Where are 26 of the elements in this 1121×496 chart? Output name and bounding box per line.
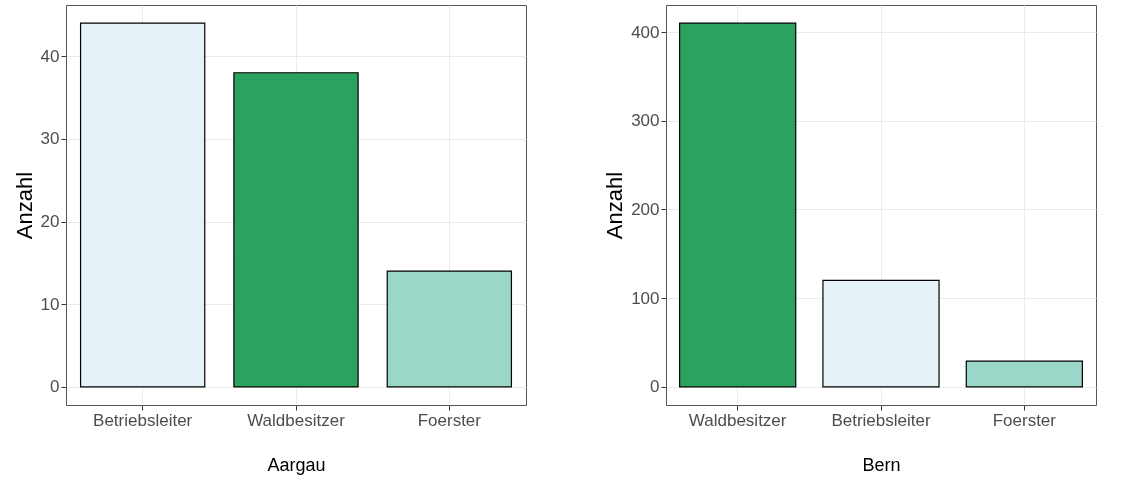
- y-tick-label: 200: [631, 199, 660, 219]
- bar: [965, 360, 1083, 388]
- x-tick-label: Waldbesitzer: [247, 410, 346, 430]
- y-tick-label: 100: [631, 288, 660, 308]
- y-tick-label: 20: [40, 212, 60, 232]
- y-tick-label: 40: [40, 46, 60, 66]
- x-tick-label: Foerster: [417, 410, 482, 430]
- y-axis-title: Anzahl: [11, 171, 37, 240]
- x-tick-label: Betriebsleiter: [93, 410, 193, 430]
- y-axis-title: Anzahl: [602, 171, 628, 240]
- bar: [679, 22, 797, 388]
- bar: [79, 22, 206, 388]
- y-tick-label: 400: [631, 22, 660, 42]
- x-axis-title: Bern: [862, 454, 901, 475]
- bar: [822, 279, 940, 388]
- y-tick-label: 10: [40, 294, 60, 314]
- bar: [386, 270, 513, 388]
- x-tick-label: Betriebsleiter: [831, 410, 931, 430]
- y-tick-label: 30: [40, 129, 60, 149]
- y-tick-label: 300: [631, 111, 660, 131]
- x-tick-label: Foerster: [992, 410, 1057, 430]
- x-axis-title: Aargau: [267, 454, 326, 475]
- bar: [233, 72, 359, 388]
- x-tick-label: Waldbesitzer: [688, 410, 787, 430]
- y-tick-label: 0: [650, 377, 660, 397]
- y-tick-label: 0: [50, 377, 60, 397]
